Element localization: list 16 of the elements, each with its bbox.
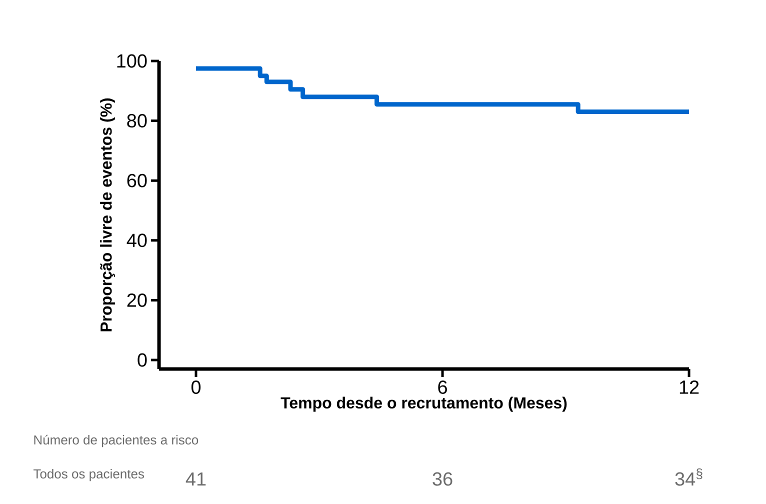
text: Número de pacientes a risco bbox=[34, 434, 198, 448]
y-tick-label: 20 bbox=[127, 293, 147, 307]
text: 41 bbox=[186, 472, 206, 486]
y-tick-label: 100 bbox=[117, 54, 147, 68]
y-tick-label: 40 bbox=[126, 234, 147, 248]
text: 34$^{§}$ bbox=[675, 468, 702, 486]
y-tick-label: 80 bbox=[127, 114, 147, 128]
text: Todos os pacientes bbox=[33, 468, 144, 482]
x-tick-label: 12 bbox=[680, 380, 699, 394]
x-tick-label: 0 bbox=[191, 380, 201, 394]
y-tick-label: 0 bbox=[138, 353, 147, 367]
y-axis-title: Proporção livre de eventos (%) bbox=[100, 98, 115, 332]
y-tick-label: 60 bbox=[127, 174, 147, 188]
x-tick-label: 6 bbox=[438, 380, 447, 394]
x-axis-title: Tempo desde o recrutamento (Meses) bbox=[280, 396, 567, 412]
text: 36 bbox=[432, 472, 452, 486]
